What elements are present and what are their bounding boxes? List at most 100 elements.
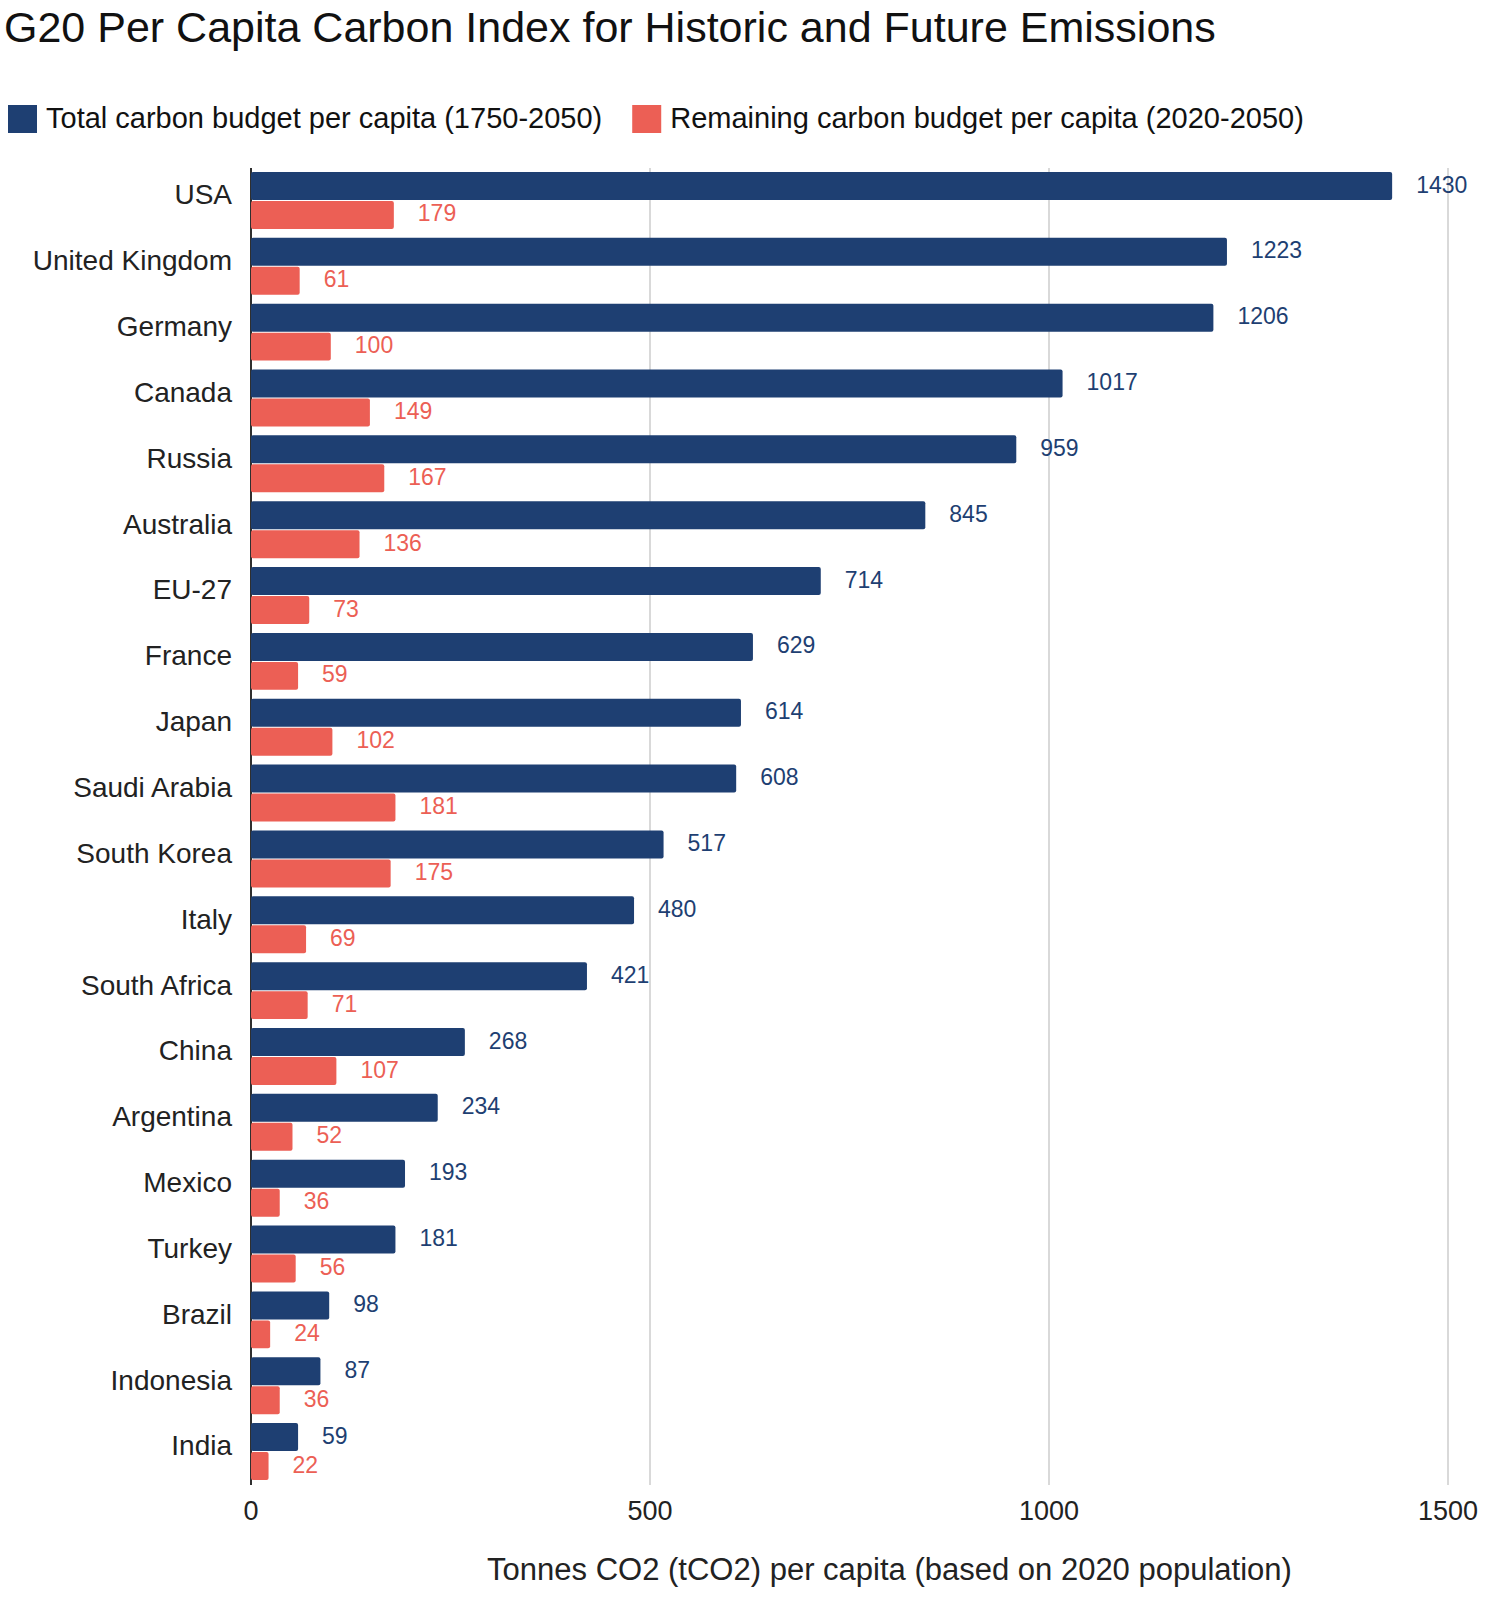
category-label: Italy [181,904,232,935]
bar [251,1452,269,1480]
data-label: 100 [355,332,393,358]
bar [251,1423,298,1451]
category-label: Saudi Arabia [73,772,232,803]
bar [251,991,308,1019]
data-label: 234 [462,1093,501,1119]
data-label: 149 [394,398,432,424]
data-label: 421 [611,962,649,988]
data-label: 102 [356,727,394,753]
category-label: United Kingdom [33,245,232,276]
data-label: 87 [344,1357,370,1383]
legend-swatch [8,105,37,133]
category-label: Australia [123,509,232,540]
bar [251,859,391,887]
tick-label: 500 [627,1496,672,1526]
category-label: Brazil [162,1299,232,1330]
data-label: 1223 [1251,237,1302,263]
category-label: Indonesia [111,1365,233,1396]
category-label: India [171,1430,232,1461]
category-label: Russia [146,443,232,474]
data-label: 268 [489,1028,527,1054]
category-label: EU-27 [153,574,232,605]
data-label: 107 [360,1057,398,1083]
data-label: 181 [419,1225,457,1251]
data-label: 193 [429,1159,467,1185]
category-label: Germany [117,311,232,342]
bar [251,1226,395,1254]
category-label: South Africa [81,970,232,1001]
bar [251,267,300,295]
chart: G20 Per Capita Carbon Index for Historic… [0,0,1492,1600]
data-label: 24 [294,1320,320,1346]
data-label: 36 [304,1386,330,1412]
data-label: 59 [322,661,348,687]
category-label: France [145,640,232,671]
data-label: 136 [384,530,422,556]
data-label: 179 [418,200,456,226]
bar [251,435,1016,463]
data-label: 614 [765,698,804,724]
legend-label: Remaining carbon budget per capita (2020… [670,102,1304,134]
bar [251,699,741,727]
bar [251,398,370,426]
category-label: South Korea [76,838,232,869]
data-label: 175 [415,859,453,885]
bar [251,765,736,793]
category-label: USA [174,179,232,210]
bar [251,1160,405,1188]
data-label: 69 [330,925,356,951]
data-label: 845 [949,501,987,527]
data-label: 959 [1040,435,1078,461]
data-label: 1206 [1237,303,1288,329]
grid-line [1447,168,1449,1485]
category-label: Canada [134,377,233,408]
bar [251,464,384,492]
data-label: 629 [777,632,815,658]
bar [251,596,309,624]
bar [251,201,394,229]
tick-label: 1500 [1418,1496,1478,1526]
bar [251,962,587,990]
bar [251,728,332,756]
tick-label: 0 [243,1496,258,1526]
data-label: 61 [324,266,350,292]
data-label: 71 [332,991,358,1017]
axis-line [250,168,252,1485]
data-label: 98 [353,1291,379,1317]
bar [251,1028,465,1056]
bar [251,304,1213,332]
bars [251,172,1392,1480]
bar [251,633,753,661]
bar [251,1057,336,1085]
legend-swatch [632,105,661,133]
data-label: 1017 [1087,369,1138,395]
data-label: 480 [658,896,696,922]
bar [251,370,1063,398]
bar [251,501,925,529]
data-label: 714 [845,567,884,593]
grid-line [649,168,651,1485]
data-label: 22 [293,1452,319,1478]
bar [251,172,1392,200]
data-label: 517 [688,830,726,856]
category-label: Turkey [147,1233,232,1264]
bar [251,896,634,924]
grid-line [250,168,252,1485]
bar [251,567,821,595]
bar [251,1123,292,1151]
title: G20 Per Capita Carbon Index for Historic… [4,3,1216,51]
bar [251,1320,270,1348]
data-label: 167 [408,464,446,490]
data-label: 52 [316,1122,342,1148]
bar [251,830,664,858]
grid-line [1048,168,1050,1485]
legend-label: Total carbon budget per capita (1750-205… [46,102,602,134]
bar [251,1189,280,1217]
axis-label: Tonnes CO2 (tCO2) per capita (based on 2… [487,1552,1292,1587]
bar [251,530,360,558]
data-label: 1430 [1416,172,1467,198]
bar [251,925,306,953]
category-label: China [159,1035,233,1066]
category-label: Argentina [112,1101,232,1132]
bar [251,333,331,361]
